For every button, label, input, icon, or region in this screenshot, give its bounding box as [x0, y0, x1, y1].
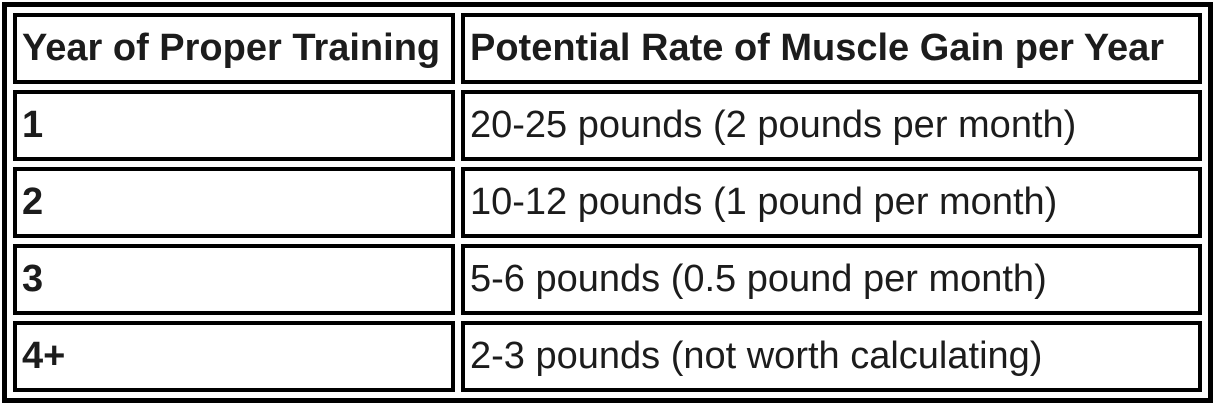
table-header-row: Year of Proper Training Potential Rate o…: [13, 13, 1202, 84]
rate-cell: 20-25 pounds (2 pounds per month): [461, 90, 1202, 161]
table-row: 2 10-12 pounds (1 pound per month): [13, 167, 1202, 238]
header-cell-year: Year of Proper Training: [13, 13, 455, 84]
rate-cell: 2-3 pounds (not worth calculating): [461, 321, 1202, 392]
rate-cell: 5-6 pounds (0.5 pound per month): [461, 244, 1202, 315]
year-cell: 1: [13, 90, 455, 161]
year-cell: 4+: [13, 321, 455, 392]
table-row: 1 20-25 pounds (2 pounds per month): [13, 90, 1202, 161]
year-cell: 2: [13, 167, 455, 238]
header-cell-rate: Potential Rate of Muscle Gain per Year: [461, 13, 1202, 84]
year-cell: 3: [13, 244, 455, 315]
rate-cell: 10-12 pounds (1 pound per month): [461, 167, 1202, 238]
table-row: 4+ 2-3 pounds (not worth calculating): [13, 321, 1202, 392]
table-row: 3 5-6 pounds (0.5 pound per month): [13, 244, 1202, 315]
